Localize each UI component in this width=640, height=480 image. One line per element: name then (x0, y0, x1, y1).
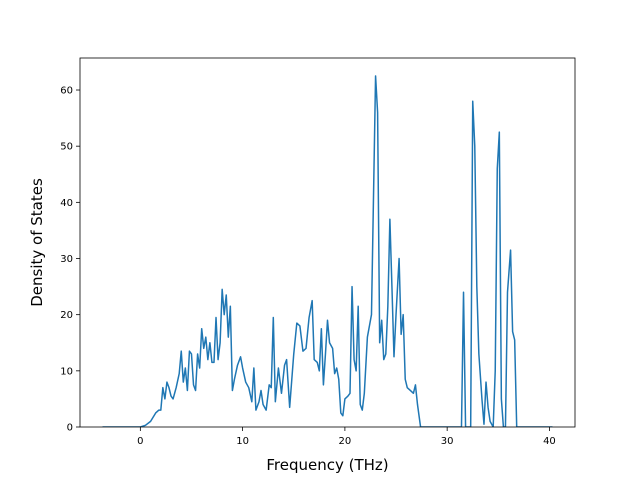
y-tick-label: 50 (60, 142, 73, 153)
x-tick-label: 10 (236, 436, 249, 447)
plot-frame (79, 57, 576, 428)
y-tick-label: 20 (60, 310, 73, 321)
y-axis-label: Density of States (28, 178, 46, 307)
x-tick-label: 20 (339, 436, 352, 447)
x-tick-label: 0 (137, 436, 143, 447)
data-line (102, 75, 553, 427)
x-axis-label: Frequency (THz) (266, 456, 388, 474)
y-tick-label: 60 (60, 86, 73, 97)
y-tick-label: 40 (60, 198, 73, 209)
x-tick-label: 40 (543, 436, 556, 447)
y-tick-label: 30 (60, 254, 73, 265)
y-tick-label: 10 (60, 366, 73, 377)
x-tick-label: 30 (441, 436, 454, 447)
y-tick-label: 0 (67, 423, 73, 434)
